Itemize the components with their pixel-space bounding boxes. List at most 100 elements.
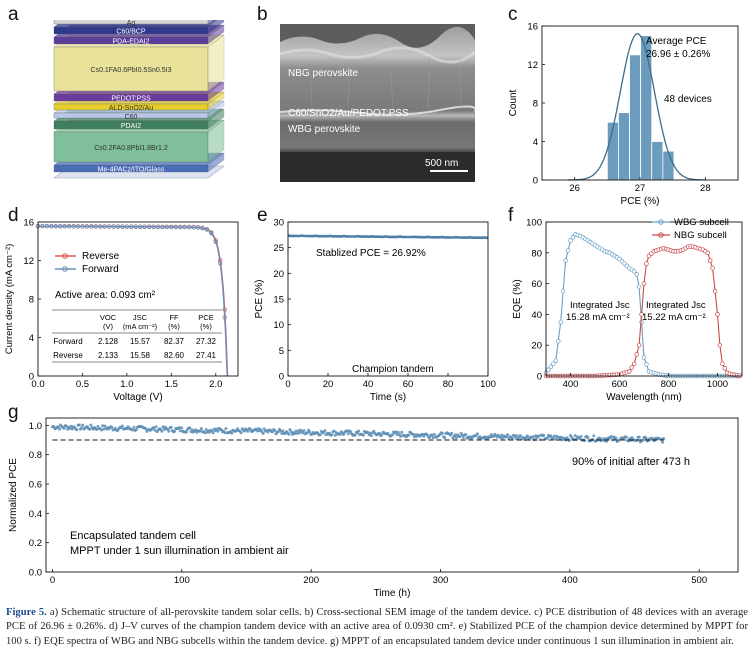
c-annotation-devices: 48 devices (664, 94, 712, 105)
g-data-point (488, 435, 492, 439)
g-data-point (624, 435, 628, 439)
g-data-point (542, 433, 546, 437)
f-data-point (644, 261, 649, 266)
f-data-point (712, 289, 718, 294)
g-data-point (598, 436, 602, 440)
f-legend-nbg: NBG subcell (674, 230, 727, 241)
g-y-tick-label: 0.0 (29, 568, 42, 579)
g-data-point (454, 436, 458, 440)
d-table-header: PCE (198, 313, 213, 322)
g-annotation-90: 90% of initial after 473 h (572, 456, 690, 468)
g-data-point (440, 431, 444, 435)
g-data-point (69, 424, 73, 428)
e-x-tick-label: 40 (363, 379, 374, 390)
g-data-point (506, 433, 510, 437)
g-data-point (64, 424, 68, 428)
d-table-header: JSC (133, 313, 148, 322)
d-data-point (62, 224, 67, 229)
stack-layer-label: PDAI2 (121, 123, 141, 130)
f-axes-frame (545, 221, 743, 377)
g-data-point (62, 426, 66, 430)
panel-letter-f: f (508, 205, 514, 226)
f-legend: WBG subcell NBG subcell (652, 217, 729, 241)
g-data-point (132, 425, 136, 429)
stack-layer-side (207, 119, 225, 163)
g-data-point (460, 433, 464, 437)
g-data-point (95, 428, 99, 431)
g-data-point (553, 437, 557, 441)
g-data-point (239, 431, 243, 435)
g-data-point (152, 426, 156, 430)
g-data-point (89, 423, 93, 427)
g-data-point (579, 435, 583, 438)
f-data-point (558, 319, 563, 325)
g-note-line2: MPPT under 1 sun illumination in ambient… (70, 545, 289, 557)
sem-label-interlayer: C60/SnO2/Au/PEDOT:PSS (288, 108, 409, 119)
g-data-point (641, 439, 645, 442)
c-histogram-bar (662, 150, 675, 181)
g-data-point (323, 429, 327, 433)
d-data-point (98, 224, 103, 229)
g-data-point (499, 436, 503, 440)
g-data-point (281, 429, 285, 433)
g-data-point (368, 431, 372, 435)
d-data-point (120, 224, 125, 229)
d-data-point (115, 224, 121, 229)
d-data-point (173, 224, 178, 230)
d-data-point (133, 224, 138, 229)
d-data-point (191, 225, 196, 230)
d-data-point (151, 224, 156, 230)
g-data-point (131, 428, 135, 432)
d-data-point (186, 224, 192, 230)
e-x-tick-label: 0 (285, 379, 290, 390)
d-y-tick-label: 12 (23, 256, 34, 267)
sem-scalebar-label: 500 nm (425, 158, 458, 169)
g-data-point (378, 432, 382, 435)
g-data-point (318, 433, 322, 437)
g-data-point (203, 431, 207, 435)
g-data-point (610, 438, 614, 442)
g-data-point (180, 426, 184, 430)
c-histogram-bar (651, 141, 664, 181)
f-x-tick-label: 800 (661, 379, 677, 390)
d-data-point (106, 224, 112, 229)
e-x-tick-label: 80 (443, 379, 454, 390)
f-data-point (560, 289, 566, 294)
g-data-point (224, 427, 228, 431)
f-data-point (556, 339, 561, 344)
g-data-point (280, 432, 284, 435)
g-data-point (394, 430, 398, 434)
stabilized-pce-chart: 0 20 40 60 80 100 0 5 10 15 20 25 30 Time (s) PCE (%… (254, 218, 496, 404)
g-data-point (289, 430, 293, 434)
f-data-point (553, 358, 559, 363)
g-data-point (262, 427, 266, 431)
g-data-point (573, 434, 577, 438)
d-data-point (58, 224, 63, 229)
f-data-point (568, 238, 573, 243)
g-data-point (578, 437, 582, 441)
d-x-axis-label: Voltage (V) (113, 392, 162, 403)
g-y-tick-label: 0.8 (29, 450, 42, 461)
f-annotation-wbg-title: Integrated Jsc (570, 300, 630, 311)
g-data-point (305, 431, 309, 435)
d-data-point (218, 261, 223, 266)
g-data-point (153, 428, 157, 432)
c-annotation-value: 26.96 ± 0.26% (646, 49, 711, 60)
f-y-tick-label: 60 (531, 279, 542, 290)
g-data-point (662, 437, 666, 440)
d-data-point (53, 224, 58, 229)
c-x-axis-label: PCE (%) (621, 196, 660, 207)
g-data-point (161, 425, 165, 429)
g-data-point (430, 433, 434, 437)
d-x-tick-label: 0.0 (31, 379, 44, 390)
g-data-point (559, 435, 563, 439)
f-y-tick-label: 20 (531, 341, 542, 352)
d-data-point (93, 224, 98, 229)
panel-letter-c: c (508, 4, 518, 25)
d-table-header-unit: (%) (200, 322, 212, 331)
f-data-point (710, 265, 715, 271)
g-data-point (52, 425, 56, 428)
d-data-point (222, 315, 227, 320)
sem-label-wbg: WBG perovskite (288, 124, 361, 135)
